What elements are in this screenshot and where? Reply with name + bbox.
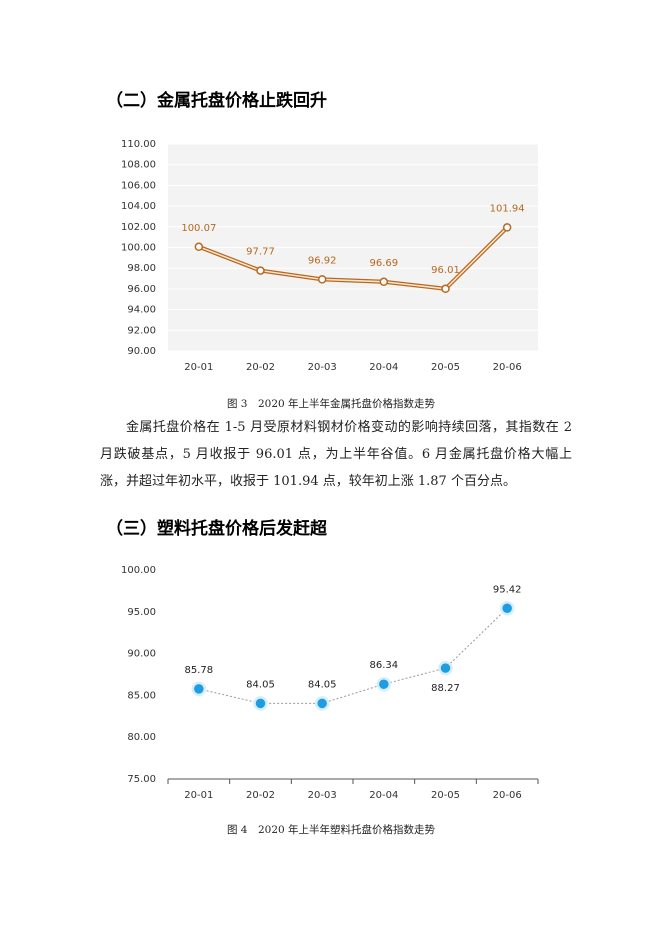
caption: 图 4 2020 年上半年塑料托盘价格指数走势 <box>226 824 436 836</box>
data-label: 95.42 <box>493 584 522 595</box>
marker <box>317 275 327 284</box>
y-tick-label: 75.00 <box>127 774 156 785</box>
y-tick-label: 92.00 <box>127 325 156 336</box>
y-tick-label: 102.00 <box>121 222 156 233</box>
data-label: 100.07 <box>181 223 216 234</box>
y-tick-label: 104.00 <box>121 201 156 212</box>
marker <box>438 660 453 676</box>
x-tick-label: 20-04 <box>369 790 398 801</box>
y-tick-label: 98.00 <box>127 263 156 274</box>
marker <box>379 277 389 287</box>
data-label: 84.05 <box>246 679 275 690</box>
marker <box>499 601 515 616</box>
data-label: 101.94 <box>490 203 525 214</box>
x-tick-label: 20-06 <box>493 790 522 801</box>
marker <box>376 676 392 692</box>
x-tick-label: 20-02 <box>246 790 275 801</box>
marker <box>256 266 265 275</box>
data-label: 96.92 <box>308 255 337 266</box>
y-tick-label: 94.00 <box>127 305 156 316</box>
data-label: 86.34 <box>370 660 399 671</box>
y-tick-label: 95.00 <box>127 607 156 618</box>
data-label: 84.05 <box>308 679 337 690</box>
marker <box>502 223 512 232</box>
data-label: 85.78 <box>185 665 214 676</box>
line-inner <box>198 226 508 290</box>
heading: （三）塑料托盘价格后发赶超 <box>106 519 327 539</box>
marker <box>253 696 268 711</box>
marker <box>194 242 204 252</box>
x-tick-label: 20-03 <box>308 790 337 801</box>
x-tick-label: 20-05 <box>431 362 460 373</box>
paragraph: 金属托盘价格在 1-5 月受原材料钢材价格变动的影响持续回落，其指数在 2 月跌… <box>100 420 572 489</box>
marker <box>191 681 207 697</box>
y-tick-label: 90.00 <box>127 346 156 357</box>
data-label: 88.27 <box>431 683 460 694</box>
y-tick-label: 85.00 <box>127 690 156 701</box>
y-tick-label: 80.00 <box>127 732 156 743</box>
caption: 图 3 2020 年上半年金属托盘价格指数走势 <box>226 398 436 410</box>
x-tick-label: 20-02 <box>246 362 275 373</box>
heading: （二）金属托盘价格止跌回升 <box>106 91 327 111</box>
x-tick-label: 20-05 <box>431 790 460 801</box>
x-tick-label: 20-06 <box>493 362 522 373</box>
data-label: 97.77 <box>246 247 275 258</box>
marker <box>441 284 450 294</box>
marker <box>314 696 330 711</box>
y-tick-label: 106.00 <box>121 180 156 191</box>
x-tick-label: 20-03 <box>308 362 337 373</box>
x-tick-label: 20-04 <box>369 362 398 373</box>
y-tick-label: 100.00 <box>121 243 156 254</box>
y-tick-label: 110.00 <box>121 139 156 150</box>
x-tick-label: 20-01 <box>184 362 213 373</box>
line <box>198 607 508 704</box>
data-label: 96.01 <box>431 265 460 276</box>
y-tick-label: 90.00 <box>127 649 156 660</box>
data-label: 96.69 <box>370 258 399 269</box>
y-tick-label: 96.00 <box>127 284 156 295</box>
y-tick-label: 100.00 <box>121 565 156 576</box>
x-tick-label: 20-01 <box>184 790 213 801</box>
y-tick-label: 108.00 <box>121 160 156 171</box>
